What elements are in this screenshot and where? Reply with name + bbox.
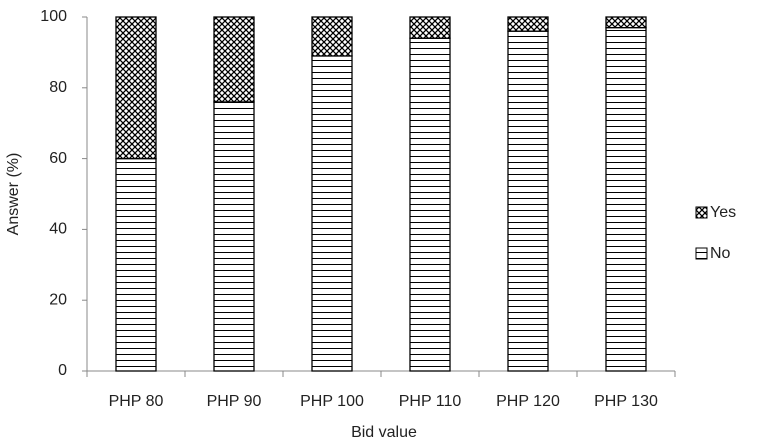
bar-segment — [311, 55, 353, 372]
bar-segment — [115, 16, 157, 160]
y-axis-title: Answer (%) — [5, 153, 22, 236]
x-axis-title: Bid value — [351, 424, 417, 441]
legend-label: No — [710, 245, 731, 262]
bar-segment — [409, 16, 451, 39]
bar-segment — [605, 16, 647, 29]
bar-segment — [605, 26, 647, 372]
y-tick-label: 40 — [49, 221, 67, 238]
x-tick-label: PHP 100 — [300, 393, 364, 410]
y-tick-label: 20 — [49, 291, 67, 308]
x-tick-label: PHP 110 — [399, 393, 462, 410]
bar-segment — [507, 30, 549, 372]
bar-segment — [311, 16, 353, 57]
legend-swatch — [695, 206, 708, 219]
bar-segment — [507, 16, 549, 32]
x-tick-label: PHP 90 — [207, 393, 262, 410]
x-tick-label: PHP 80 — [109, 393, 164, 410]
y-tick-label: 60 — [49, 150, 67, 167]
x-tick-label: PHP 130 — [594, 393, 658, 410]
bar-segment — [213, 101, 255, 372]
bar-segment — [409, 37, 451, 372]
y-tick-label: 0 — [58, 362, 67, 379]
x-tick-label: PHP 120 — [496, 393, 560, 410]
legend-swatch — [695, 247, 708, 260]
y-tick-label: 100 — [40, 8, 67, 25]
bar-segment — [213, 16, 255, 103]
y-tick-label: 80 — [49, 79, 67, 96]
legend-label: Yes — [710, 204, 736, 221]
bar-segment — [115, 157, 157, 372]
